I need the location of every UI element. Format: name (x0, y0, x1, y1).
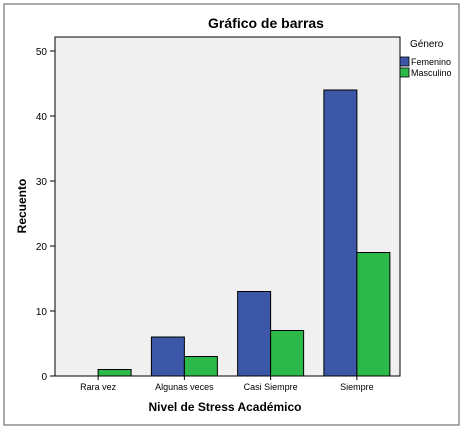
y-axis: 0 10 20 30 40 50 (36, 47, 55, 383)
x-tick-label: Rara vez (80, 382, 117, 392)
y-axis-label: Recuento (15, 179, 29, 234)
bar-femenino-3 (323, 89, 358, 377)
bars-group (97, 89, 391, 377)
y-tick-label: 10 (36, 307, 48, 318)
x-axis-label: Nivel de Stress Académico (149, 400, 302, 414)
bar-masculino-2 (270, 330, 305, 377)
legend-title: Género (410, 39, 444, 50)
y-tick-label: 0 (41, 372, 47, 383)
bar-masculino-0 (97, 369, 132, 377)
y-tick-label: 30 (36, 177, 48, 188)
x-axis: Rara vez Algunas veces Casi Siempre Siempre (80, 376, 374, 392)
y-tick-label: 40 (36, 112, 48, 123)
bar-masculino-1 (183, 356, 218, 377)
legend-label-femenino: Femenino (411, 57, 451, 67)
x-tick-label: Siempre (340, 382, 374, 392)
y-tick-label: 20 (36, 242, 48, 253)
legend-swatch-masculino (399, 67, 410, 78)
x-tick-label: Casi Siempre (244, 382, 298, 392)
bar-femenino-1 (150, 336, 185, 377)
bar-femenino-2 (237, 291, 272, 377)
legend-swatch-femenino (399, 56, 410, 67)
x-tick-label: Algunas veces (155, 382, 214, 392)
bar-masculino-3 (356, 252, 391, 377)
y-tick-label: 50 (36, 47, 48, 58)
chart-title: Gráfico de barras (208, 15, 324, 31)
legend-label-masculino: Masculino (411, 68, 452, 78)
